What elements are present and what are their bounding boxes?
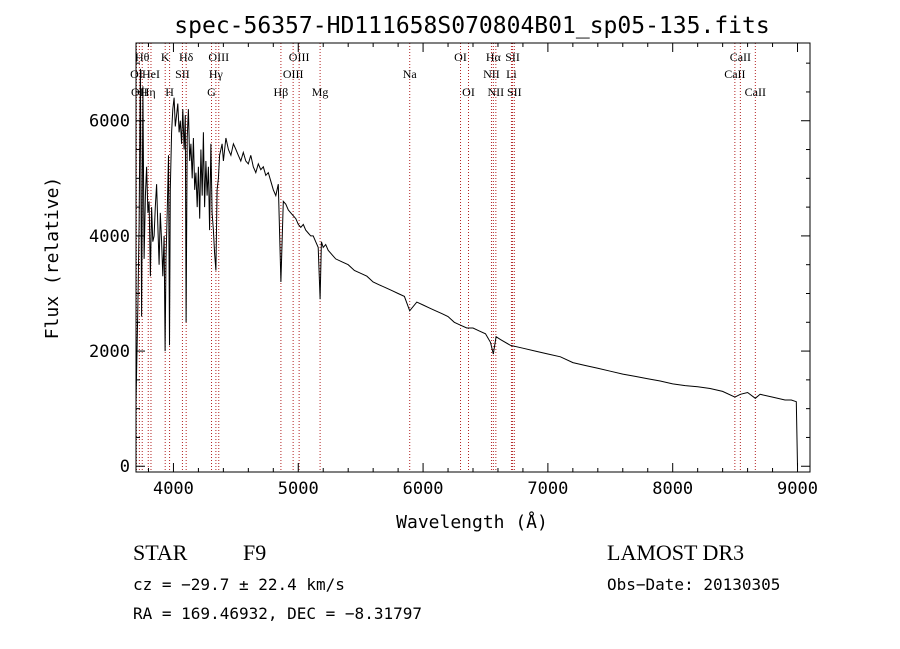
x-tick-label: 6000 xyxy=(403,479,444,499)
x-axis-ticks: 4000 5000 6000 7000 8000 9000 xyxy=(147,43,818,499)
chart-title: spec-56357-HD111658S070804B01_sp05-135.f… xyxy=(174,13,769,39)
x-tick-label: 9000 xyxy=(777,479,818,499)
line-marker-label: HeI xyxy=(142,67,160,81)
spectrum-line xyxy=(135,68,798,467)
line-marker-label: Mg xyxy=(312,85,329,99)
line-marker-label: Hγ xyxy=(209,67,224,81)
class-label: STAR xyxy=(133,540,188,565)
line-marker-label: Hη xyxy=(141,85,156,99)
line-marker-label: OIII xyxy=(208,50,229,64)
line-marker-label: OI xyxy=(454,50,467,64)
plot-frame xyxy=(135,42,811,473)
y-tick-label: 2000 xyxy=(89,342,130,362)
line-marker-label: SII xyxy=(507,85,522,99)
y-axis-ticks: 0 2000 4000 6000 xyxy=(89,62,810,477)
line-marker-label: OIII xyxy=(283,67,304,81)
x-axis-label: Wavelength (Å) xyxy=(396,511,548,533)
line-marker-label: OIII xyxy=(289,50,310,64)
x-tick-label: 7000 xyxy=(527,479,568,499)
line-marker-group xyxy=(135,43,756,472)
line-marker-label: OI xyxy=(462,85,475,99)
y-tick-label: 4000 xyxy=(89,227,130,247)
line-marker-label: SII xyxy=(505,50,520,64)
line-marker-label: Na xyxy=(403,67,418,81)
line-marker-label: H xyxy=(165,85,174,99)
line-marker-label: NII xyxy=(488,85,505,99)
y-tick-label: 6000 xyxy=(89,112,130,132)
redshift-text: cz = −29.7 ± 22.4 km/s xyxy=(133,575,345,594)
line-marker-label: CaII xyxy=(745,85,766,99)
line-marker-label-group: OIOIIHθHηHeIKHSIIHδGHγOIIIHβOIIIOIIIMgNa… xyxy=(130,50,766,99)
x-tick-label: 4000 xyxy=(153,479,194,499)
x-tick-label: 8000 xyxy=(652,479,693,499)
obs-date-text: Obs−Date: 20130305 xyxy=(607,575,780,594)
line-marker-label: Hδ xyxy=(179,50,194,64)
line-marker-label: Hθ xyxy=(135,50,150,64)
coordinates-text: RA = 169.46932, DEC = −8.31797 xyxy=(133,604,422,623)
line-marker-label: NII xyxy=(483,67,500,81)
line-marker-label: Hα xyxy=(486,50,502,64)
line-marker-label: G xyxy=(207,85,216,99)
line-marker-label: CaII xyxy=(730,50,751,64)
line-marker-label: Hβ xyxy=(274,85,289,99)
line-marker-label: K xyxy=(161,50,170,64)
survey-label: LAMOST DR3 xyxy=(607,540,744,565)
line-marker-label: SII xyxy=(175,67,190,81)
subclass-label: F9 xyxy=(243,540,266,565)
x-tick-label: 5000 xyxy=(278,479,319,499)
line-marker-label: Li xyxy=(506,67,517,81)
y-axis-label: Flux (relative) xyxy=(42,177,63,340)
line-marker-label: CaII xyxy=(724,67,745,81)
y-tick-label: 0 xyxy=(120,457,130,477)
